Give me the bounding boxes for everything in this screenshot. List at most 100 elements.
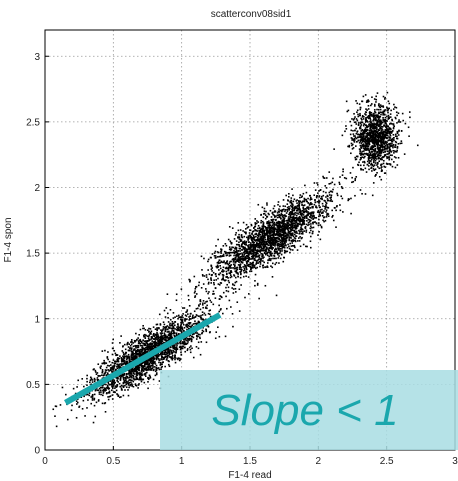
scatter-point — [288, 226, 291, 229]
scatter-point — [343, 177, 346, 179]
scatter-point — [180, 318, 183, 321]
scatter-point — [299, 213, 302, 216]
scatter-point — [281, 208, 284, 211]
scatter-point — [254, 228, 256, 231]
scatter-point — [301, 216, 304, 219]
scatter-point — [107, 351, 109, 353]
scatter-point — [386, 134, 389, 137]
scatter-point — [156, 355, 159, 357]
scatter-point — [140, 362, 143, 365]
scatter-point — [404, 122, 407, 125]
scatter-point — [277, 210, 280, 213]
scatter-point — [382, 105, 384, 107]
scatter-point — [285, 236, 288, 239]
scatter-point — [370, 154, 373, 157]
scatter-point — [256, 236, 259, 239]
scatter-point — [276, 223, 279, 225]
scatter-point — [357, 133, 359, 136]
scatter-point — [286, 222, 289, 225]
scatter-point — [228, 262, 231, 265]
scatter-point — [298, 202, 301, 205]
scatter-point — [271, 224, 274, 226]
scatter-point — [162, 326, 165, 328]
scatter-point — [180, 330, 183, 332]
scatter-point — [165, 307, 168, 309]
scatter-point — [319, 197, 322, 200]
scatter-point — [252, 252, 254, 255]
scatter-point — [155, 323, 158, 326]
scatter-point — [127, 382, 130, 385]
scatter-point — [284, 231, 287, 234]
scatter-point — [364, 113, 366, 115]
scatter-point — [148, 338, 150, 341]
scatter-point — [370, 167, 372, 170]
scatter-point — [136, 353, 139, 356]
scatter-point — [386, 147, 389, 150]
scatter-point — [208, 297, 210, 300]
scatter-point — [290, 226, 293, 229]
scatter-point — [141, 368, 144, 371]
scatter-point — [149, 375, 151, 378]
scatter-point — [170, 336, 172, 339]
scatter-point — [282, 216, 285, 219]
scatter-point — [94, 415, 97, 418]
scatter-point — [120, 384, 123, 387]
scatter-point — [229, 270, 232, 272]
scatter-point — [130, 383, 133, 385]
scatter-point — [136, 366, 138, 369]
scatter-point — [159, 323, 162, 325]
scatter-point — [99, 367, 102, 370]
scatter-point — [272, 236, 275, 239]
scatter-point — [282, 232, 285, 235]
scatter-point — [168, 326, 171, 329]
scatter-point — [377, 125, 380, 127]
scatter-point — [131, 356, 133, 359]
scatter-point — [151, 361, 154, 364]
scatter-point — [171, 346, 174, 348]
scatter-point — [124, 379, 127, 382]
scatter-point — [284, 239, 287, 242]
scatter-point — [322, 205, 324, 207]
scatter-point — [205, 274, 208, 276]
scatter-point — [179, 326, 181, 329]
scatter-point — [222, 291, 225, 294]
scatter-point — [258, 255, 261, 257]
scatter-point — [137, 337, 139, 339]
scatter-point — [162, 321, 165, 324]
scatter-point — [289, 201, 292, 204]
scatter-point — [290, 197, 293, 199]
scatter-point — [271, 228, 274, 230]
scatter-point — [129, 372, 132, 374]
scatter-point — [216, 261, 219, 264]
scatter-point — [325, 211, 327, 213]
scatter-point — [298, 208, 300, 210]
scatter-point — [140, 364, 143, 367]
scatter-point — [244, 232, 247, 234]
scatter-point — [240, 284, 242, 286]
scatter-point — [101, 362, 104, 365]
scatter-point — [383, 109, 386, 112]
scatter-point — [290, 232, 293, 235]
scatter-point — [253, 226, 256, 228]
scatter-point — [287, 216, 290, 218]
scatter-point — [364, 127, 367, 129]
scatter-point — [360, 117, 362, 120]
scatter-point — [183, 330, 185, 332]
scatter-point — [160, 358, 162, 360]
scatter-point — [229, 254, 232, 257]
scatter-point — [252, 256, 254, 258]
scatter-point — [288, 192, 290, 195]
scatter-point — [193, 310, 196, 313]
scatter-point — [252, 266, 254, 269]
scatter-point — [188, 337, 191, 340]
scatter-point — [291, 245, 294, 247]
scatter-point — [99, 366, 102, 369]
scatter-point — [169, 308, 172, 311]
scatter-point — [166, 358, 168, 360]
scatter-point — [181, 345, 184, 348]
scatter-point — [322, 175, 324, 178]
scatter-point — [142, 361, 145, 364]
scatter-point — [90, 377, 93, 380]
scatter-point — [283, 217, 286, 219]
scatter-point — [138, 351, 141, 354]
